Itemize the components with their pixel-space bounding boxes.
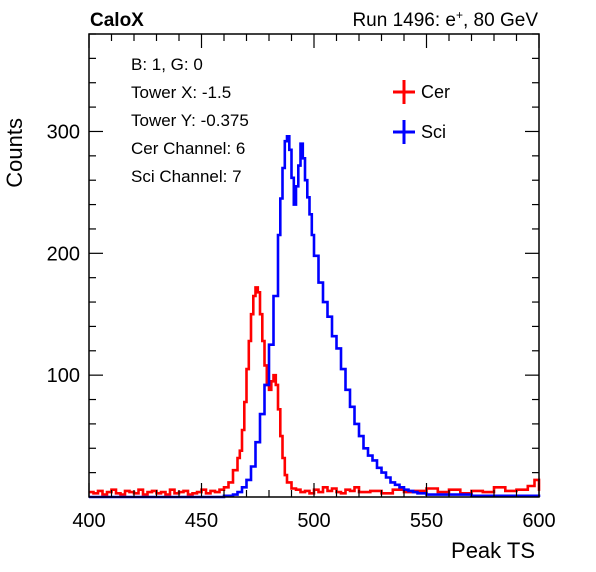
header-left-title: CaloX <box>90 10 144 31</box>
series-line-sci <box>89 135 541 499</box>
x-tick-label: 550 <box>410 510 443 532</box>
run-suffix: , 80 GeV <box>463 10 538 31</box>
legend: Cer Sci <box>393 80 450 144</box>
x-tick-label: 600 <box>522 510 555 532</box>
y-tick-label: 300 <box>47 121 80 143</box>
info-line-2: Tower X: -1.5 <box>131 83 231 102</box>
y-tick-label: 200 <box>47 243 80 265</box>
header-run-info: Run 1496: e+, 80 GeV <box>352 8 538 31</box>
legend-label-cer: Cer <box>421 82 450 102</box>
x-tick-label: 500 <box>297 510 330 532</box>
legend-label-sci: Sci <box>421 122 446 142</box>
series-line-cer <box>89 286 541 496</box>
run-prefix: Run 1496: e <box>352 10 456 31</box>
info-line-4: Cer Channel: 6 <box>131 139 245 158</box>
x-tick-label: 400 <box>72 510 105 532</box>
run-superscript: + <box>456 8 463 22</box>
y-axis-title: Counts <box>2 118 27 188</box>
y-tick-label: 100 <box>47 365 80 387</box>
info-line-1: B: 1, G: 0 <box>131 55 203 74</box>
info-line-3: Tower Y: -0.375 <box>131 111 249 130</box>
x-axis-title: Peak TS <box>451 538 535 563</box>
info-box-bg <box>118 44 362 196</box>
info-line-5: Sci Channel: 7 <box>131 167 242 186</box>
x-tick-label: 450 <box>185 510 218 532</box>
axes: 400 450 500 550 600 100 200 300 <box>47 33 556 532</box>
